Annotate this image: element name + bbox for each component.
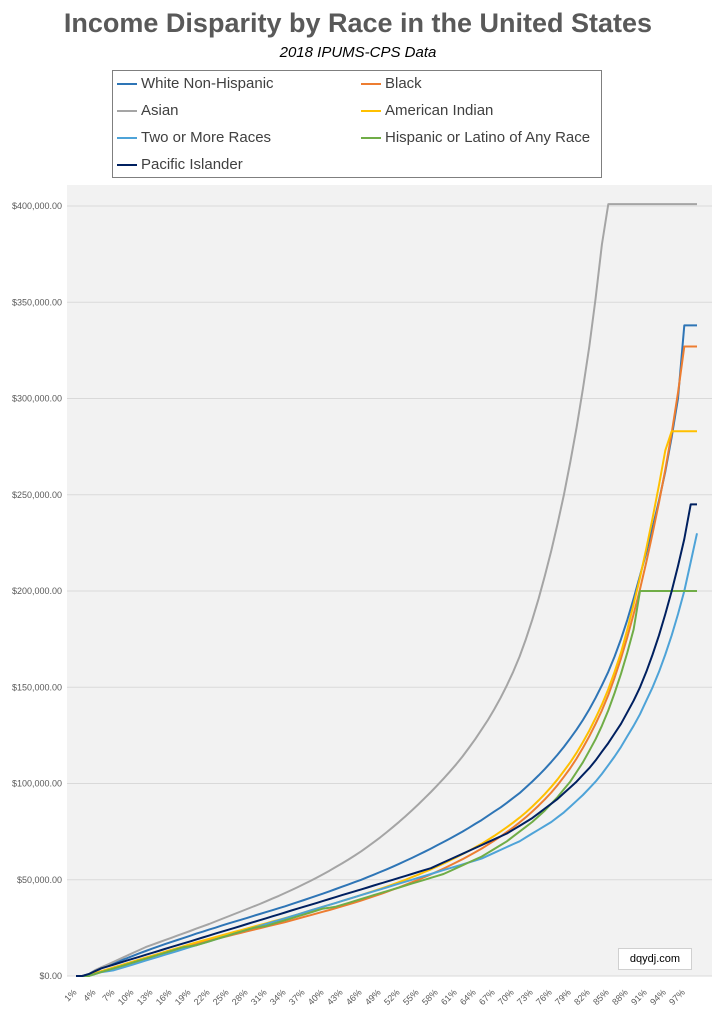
y-tick-label: $250,000.00 [12,490,62,500]
legend-item: American Indian [361,102,493,119]
x-tick-label: 79% [553,987,573,1007]
x-tick-label: 64% [458,987,478,1007]
plot-area [67,185,712,976]
x-tick-label: 31% [249,987,269,1007]
series-line-asian [76,203,697,977]
y-tick-label: $100,000.00 [12,779,62,789]
legend-item: Hispanic or Latino of Any Race [361,129,590,146]
x-tick-label: 34% [268,987,288,1007]
x-tick-label: 4% [81,987,97,1003]
series-line-pacific-islander [76,503,697,977]
x-tick-label: 13% [135,987,155,1007]
x-tick-label: 61% [439,987,459,1007]
legend-swatch [117,163,137,166]
chart-title: Income Disparity by Race in the United S… [63,8,653,38]
legend-item: White Non-Hispanic [117,75,274,92]
y-tick-label: $0.00 [39,971,62,981]
y-tick-label: $350,000.00 [12,297,62,307]
x-tick-label: 52% [382,987,402,1007]
x-tick-label: 19% [173,987,193,1007]
legend-item: Two or More Races [117,129,271,146]
legend: White Non-Hispanic Black Asian American Ind… [112,70,602,178]
y-tick-label: $200,000.00 [12,586,62,596]
x-tick-label: 25% [211,987,231,1007]
legend-swatch [117,82,137,85]
x-tick-label: 85% [591,987,611,1007]
x-tick-label: 28% [230,987,250,1007]
chart-subtitle: 2018 IPUMS-CPS Data [279,44,437,61]
watermark: dqydj.com [618,948,692,970]
x-tick-label: 76% [534,987,554,1007]
legend-label: Two or More Races [141,129,272,146]
x-tick-label: 58% [420,987,440,1007]
legend-swatch [361,109,381,112]
legend-label: Asian [141,102,179,119]
x-tick-label: 55% [401,987,421,1007]
legend-label: American Indian [385,102,494,119]
x-tick-label: 16% [154,987,174,1007]
x-tick-label: 49% [363,987,383,1007]
x-tick-label: 94% [648,987,668,1007]
y-tick-label: $300,000.00 [12,394,62,404]
series-line-two-or-more-races [76,533,698,977]
x-tick-label: 97% [667,987,687,1007]
legend-label: Hispanic or Latino of Any Race [385,129,591,146]
x-tick-label: 37% [287,987,307,1007]
y-tick-label: $50,000.00 [17,875,62,885]
legend-swatch [361,82,381,85]
legend-swatch [117,109,137,112]
x-tick-label: 67% [477,987,497,1007]
x-tick-label: 40% [306,987,326,1007]
x-tick-label: 46% [344,987,364,1007]
x-tick-label: 73% [515,987,535,1007]
x-tick-label: 82% [572,987,592,1007]
series-line-white-non-hispanic [76,324,697,977]
x-tick-label: 22% [192,987,212,1007]
y-tick-label: $400,000.00 [12,201,62,211]
legend-swatch [361,136,381,139]
y-tick-label: $150,000.00 [12,682,62,692]
series-line-hispanic-or-latino-of-any-race [76,590,697,977]
x-tick-label: 88% [610,987,630,1007]
legend-item: Black [361,75,422,92]
legend-item: Pacific Islander [117,156,243,173]
legend-label: Pacific Islander [141,156,243,173]
x-tick-label: 10% [116,987,136,1007]
x-tick-label: 7% [100,987,116,1003]
legend-label: Black [385,75,422,92]
x-tick-label: 91% [629,987,649,1007]
legend-label: White Non-Hispanic [141,75,274,92]
legend-item: Asian [117,102,179,119]
x-tick-label: 43% [325,987,345,1007]
x-tick-label: 70% [496,987,516,1007]
x-tick-label: 1% [62,987,78,1003]
legend-swatch [117,136,137,139]
